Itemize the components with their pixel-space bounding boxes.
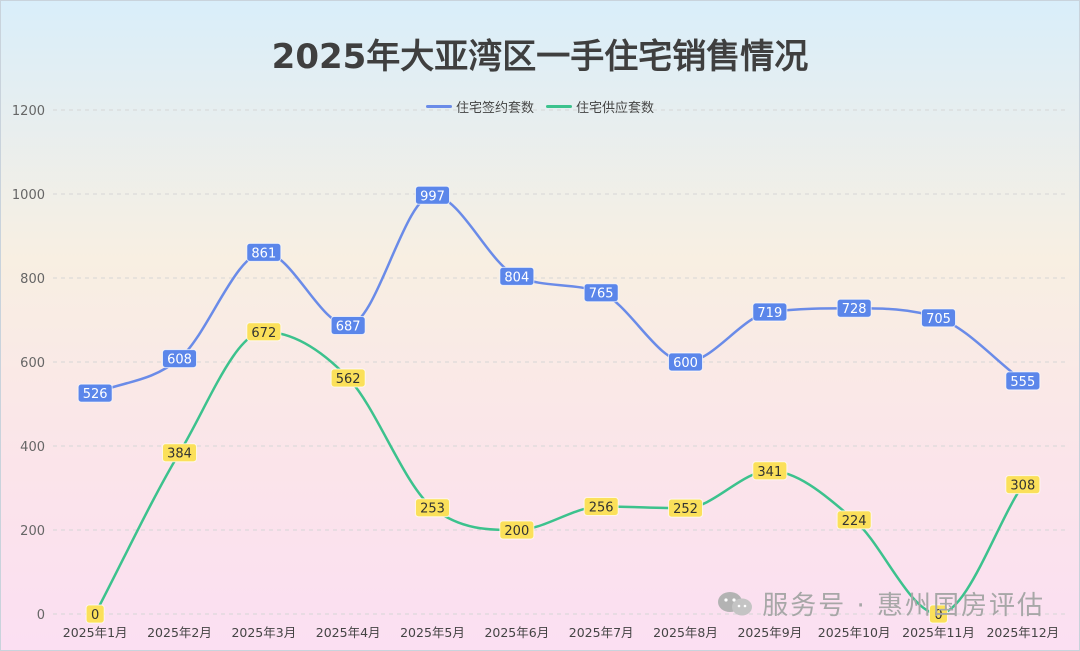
- legend-item-supply[interactable]: 住宅供应套数: [546, 97, 654, 116]
- y-tick-label: 800: [20, 272, 45, 287]
- data-label: 256: [589, 500, 614, 515]
- data-label-bg: [1005, 371, 1041, 391]
- legend: 住宅签约套数 住宅供应套数: [1, 97, 1079, 116]
- data-label-bg: [77, 383, 113, 403]
- data-label-bg: [85, 604, 105, 624]
- data-label: 526: [83, 387, 108, 402]
- data-label: 719: [757, 306, 782, 321]
- y-tick-label: 1200: [12, 104, 45, 119]
- data-label: 308: [1010, 479, 1035, 494]
- x-tick-label: 2025年1月: [63, 625, 128, 640]
- data-label: 997: [420, 189, 445, 204]
- x-tick-label: 2025年8月: [653, 625, 718, 640]
- legend-item-signed[interactable]: 住宅签约套数: [425, 97, 534, 116]
- series-line-0: [94, 194, 1024, 395]
- data-label: 0: [91, 608, 99, 623]
- data-label: 705: [926, 312, 951, 327]
- data-label-bg: [668, 498, 703, 518]
- data-label-bg: [583, 283, 619, 303]
- series-line-1: [94, 330, 1024, 616]
- data-label-bg: [1005, 475, 1041, 495]
- data-label: 672: [251, 326, 276, 341]
- legend-swatch-signed: [425, 105, 452, 108]
- data-label: 861: [251, 246, 276, 261]
- data-label-bg: [752, 302, 788, 322]
- data-label-bg: [330, 368, 366, 388]
- watermark-text: 服务号 · 惠州国房评估: [762, 591, 1045, 621]
- data-label: 608: [167, 353, 192, 368]
- y-tick-label: 200: [20, 524, 45, 539]
- x-tick-label: 2025年6月: [484, 625, 549, 640]
- data-label: 253: [420, 502, 445, 517]
- y-tick-label: 400: [20, 440, 45, 455]
- data-label-bg: [162, 349, 197, 369]
- data-label: 765: [589, 287, 614, 302]
- y-tick-label: 1000: [12, 188, 45, 203]
- data-label-bg: [415, 185, 450, 205]
- data-label: 200: [504, 524, 529, 539]
- data-label-bg: [162, 443, 197, 463]
- data-label: 687: [336, 319, 361, 334]
- x-tick-label: 2025年7月: [569, 625, 634, 640]
- data-label-bg: [836, 298, 872, 318]
- legend-label-supply: 住宅供应套数: [576, 101, 655, 116]
- data-label-bg: [246, 322, 282, 342]
- y-tick-label: 600: [20, 356, 45, 371]
- data-label-bg: [499, 520, 535, 540]
- data-label-bg: [499, 266, 535, 286]
- legend-label-signed: 住宅签约套数: [455, 101, 534, 116]
- data-label-bg: [583, 496, 619, 516]
- x-tick-label: 2025年12月: [986, 625, 1059, 640]
- data-label-bg: [415, 498, 450, 518]
- data-label: 555: [1010, 375, 1035, 390]
- wechat-icon: [718, 591, 753, 615]
- x-tick-label: 2025年2月: [147, 625, 212, 640]
- data-label: 804: [504, 270, 529, 285]
- data-label: 252: [673, 502, 698, 517]
- data-label: 341: [757, 465, 782, 480]
- chart-title: 2025年大亚湾区一手住宅销售情况: [271, 37, 809, 77]
- data-label: 600: [673, 356, 698, 371]
- x-tick-label: 2025年4月: [316, 625, 381, 640]
- data-label-bg: [836, 510, 872, 530]
- data-label-bg: [921, 308, 956, 328]
- data-label: 224: [842, 514, 867, 529]
- x-tick-label: 2025年5月: [400, 625, 465, 640]
- x-tick-label: 2025年10月: [818, 625, 891, 640]
- data-label-bg: [246, 242, 282, 262]
- data-label: 0: [934, 608, 942, 623]
- data-label: 562: [336, 372, 361, 387]
- watermark: 服务号 · 惠州国房评估: [716, 585, 1045, 622]
- data-label: 728: [842, 302, 867, 317]
- data-label-bg: [752, 461, 788, 481]
- data-label-bg: [330, 315, 366, 335]
- legend-swatch-supply: [546, 105, 572, 108]
- x-tick-label: 2025年11月: [902, 625, 975, 640]
- data-label: 384: [167, 447, 192, 462]
- data-label-bg: [668, 352, 703, 372]
- y-tick-label: 0: [37, 608, 45, 623]
- x-tick-label: 2025年3月: [231, 625, 296, 640]
- data-label-bg: [929, 604, 948, 624]
- x-tick-label: 2025年9月: [737, 625, 802, 640]
